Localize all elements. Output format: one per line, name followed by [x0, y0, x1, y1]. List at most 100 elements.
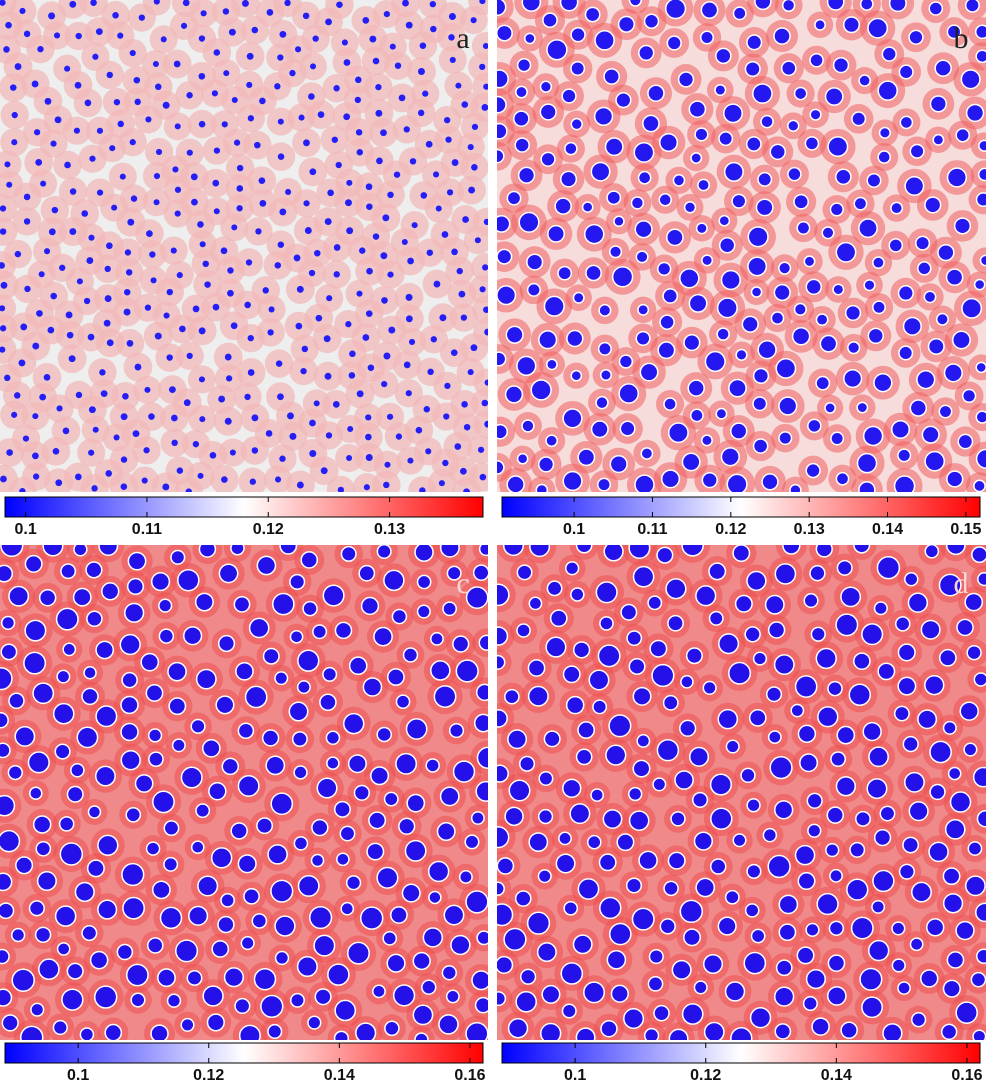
- particle: [449, 56, 456, 63]
- particle: [253, 968, 277, 991]
- particle: [383, 791, 399, 807]
- particle: [50, 292, 57, 300]
- particle: [150, 1024, 169, 1040]
- particle: [182, 0, 190, 7]
- particle: [767, 621, 786, 639]
- particle: [955, 127, 970, 143]
- particle: [36, 871, 57, 892]
- particle: [825, 842, 840, 858]
- particle: [463, 423, 471, 431]
- particle: [23, 218, 31, 225]
- particle: [148, 751, 164, 768]
- particle: [209, 452, 217, 459]
- particle: [222, 8, 230, 15]
- particle: [121, 671, 138, 689]
- particle: [86, 257, 94, 265]
- particle: [32, 682, 55, 705]
- particle: [247, 369, 255, 376]
- particle: [720, 447, 740, 467]
- particle-halo: [230, 0, 260, 18]
- particle: [537, 808, 554, 825]
- particle: [963, 742, 978, 757]
- particle: [84, 99, 92, 107]
- particle: [154, 83, 162, 91]
- particle-halo: [0, 251, 16, 280]
- particle: [504, 806, 524, 827]
- particle: [628, 786, 643, 802]
- particle: [35, 158, 43, 166]
- particle: [301, 345, 309, 353]
- particle: [717, 708, 739, 730]
- particle: [296, 285, 304, 293]
- particle: [610, 984, 629, 1003]
- particle: [355, 129, 363, 136]
- particle: [293, 836, 309, 851]
- particle: [897, 285, 914, 302]
- particle: [383, 481, 390, 489]
- particle: [482, 42, 488, 49]
- particle: [170, 414, 178, 422]
- particle: [656, 546, 674, 564]
- particle: [762, 827, 778, 843]
- particle: [262, 647, 280, 665]
- particle: [847, 341, 861, 355]
- particle: [461, 400, 468, 408]
- particle: [881, 46, 897, 62]
- particle: [272, 592, 295, 616]
- particle: [876, 555, 901, 580]
- particle: [945, 268, 964, 287]
- particle: [279, 30, 287, 38]
- particle: [642, 114, 660, 133]
- particle: [401, 883, 421, 903]
- panel-label: c: [456, 567, 469, 600]
- particle: [87, 333, 95, 341]
- particle: [715, 47, 732, 65]
- particle: [752, 367, 770, 384]
- particle: [527, 659, 546, 677]
- particle: [61, 988, 84, 1011]
- particle: [862, 425, 884, 447]
- particle: [816, 892, 839, 916]
- colorbar: [501, 1042, 981, 1064]
- particle: [754, 0, 772, 11]
- particle: [296, 481, 304, 489]
- particle: [383, 569, 405, 592]
- particle: [955, 1001, 978, 1024]
- particle: [877, 80, 898, 101]
- particle: [590, 420, 609, 439]
- particle: [1, 1014, 19, 1032]
- particle: [942, 720, 957, 735]
- colorbar-tick-label: 0.15: [950, 521, 981, 538]
- particle: [123, 288, 131, 296]
- particle: [405, 315, 413, 323]
- particle: [934, 59, 952, 77]
- particle: [120, 695, 139, 715]
- panel-label: d: [954, 567, 969, 600]
- particle: [86, 610, 103, 628]
- particle: [32, 473, 40, 480]
- particle: [520, 968, 537, 985]
- particle: [403, 126, 410, 133]
- particle: [346, 179, 353, 186]
- particle: [868, 939, 890, 962]
- particle: [479, 0, 486, 5]
- particle: [746, 863, 762, 879]
- particle: [536, 942, 557, 963]
- particle: [973, 672, 986, 687]
- particle: [790, 703, 805, 718]
- particle: [898, 64, 914, 80]
- particle-halo: [466, 435, 488, 464]
- particle: [387, 271, 394, 278]
- particle: [858, 481, 876, 492]
- particle: [560, 962, 584, 985]
- particle: [503, 927, 527, 951]
- particle: [170, 247, 177, 254]
- particle: [840, 586, 862, 608]
- particle: [868, 746, 889, 768]
- particle: [572, 291, 585, 304]
- particle: [105, 242, 113, 250]
- particle: [438, 480, 445, 487]
- particle: [420, 192, 428, 199]
- particle: [309, 419, 316, 427]
- particle: [119, 173, 126, 180]
